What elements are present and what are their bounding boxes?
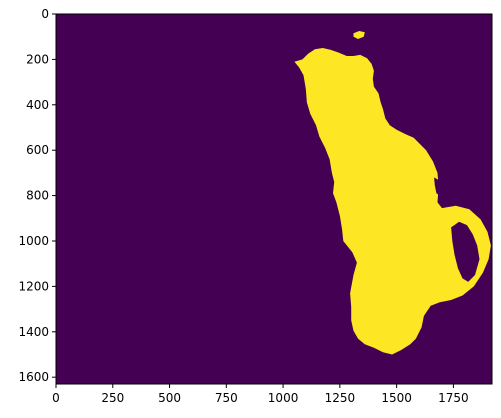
y-tick-label: 600 xyxy=(26,143,49,157)
y-tick-label: 0 xyxy=(41,7,49,21)
mask-region-main-landmass xyxy=(294,48,491,355)
x-tick-label: 500 xyxy=(158,391,181,405)
mask-region-small-island xyxy=(353,31,365,39)
y-tick-label: 1000 xyxy=(18,234,49,248)
x-tick-label: 750 xyxy=(215,391,238,405)
y-tick-label: 200 xyxy=(26,52,49,66)
y-tick-label: 1600 xyxy=(18,370,49,384)
y-tick-label: 800 xyxy=(26,189,49,203)
x-tick-label: 1250 xyxy=(325,391,356,405)
y-tick-label: 1400 xyxy=(18,325,49,339)
y-tick-label: 400 xyxy=(26,98,49,112)
mask-region-coastal-inlet xyxy=(434,177,442,196)
y-axis: 0 200 400 600 800 1000 1200 1400 1600 xyxy=(18,7,56,384)
x-tick-label: 1750 xyxy=(438,391,469,405)
x-tick-label: 1000 xyxy=(268,391,299,405)
x-axis: 0 250 500 750 1000 1250 1500 1750 xyxy=(52,384,469,405)
x-tick-label: 0 xyxy=(52,391,60,405)
mask-regions xyxy=(294,31,491,355)
axes-frame xyxy=(55,13,493,385)
plot-area xyxy=(55,13,493,385)
x-tick-label: 1500 xyxy=(381,391,412,405)
y-tick-label: 1200 xyxy=(18,279,49,293)
mask-region-eastern-lake xyxy=(451,221,480,282)
x-tick-label: 250 xyxy=(101,391,124,405)
